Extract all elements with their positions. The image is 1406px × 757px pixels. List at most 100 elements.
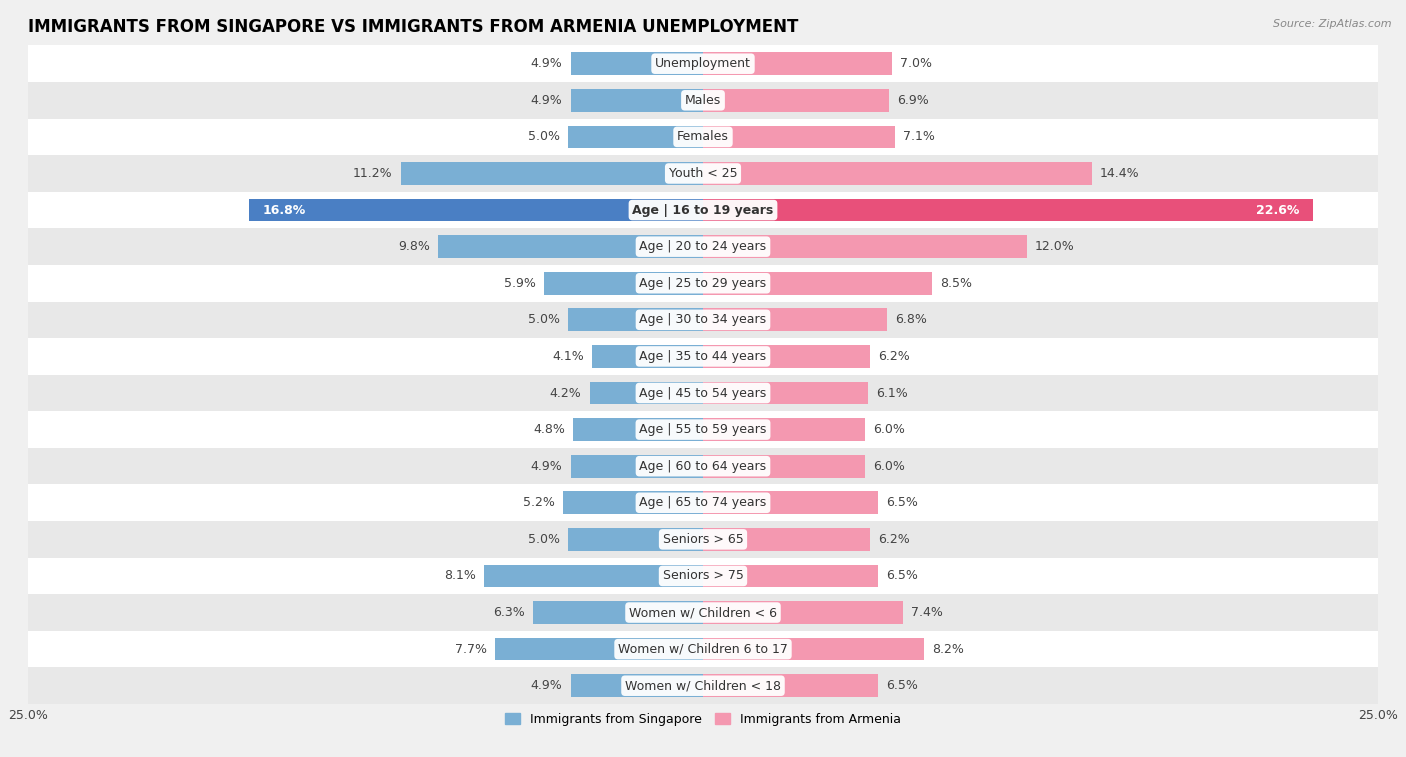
Bar — [703, 638, 924, 660]
Text: 4.1%: 4.1% — [553, 350, 585, 363]
Bar — [28, 668, 1378, 704]
Bar — [703, 601, 903, 624]
Bar — [703, 345, 870, 368]
Bar — [401, 162, 703, 185]
Bar — [703, 491, 879, 514]
Bar — [703, 565, 879, 587]
Bar — [703, 674, 879, 697]
Bar — [703, 235, 1026, 258]
Bar — [562, 491, 703, 514]
Bar — [249, 199, 703, 221]
Bar — [703, 162, 1091, 185]
Bar — [28, 521, 1378, 558]
Text: 5.0%: 5.0% — [527, 533, 560, 546]
Text: 6.9%: 6.9% — [897, 94, 929, 107]
Bar — [28, 265, 1378, 301]
Text: 4.9%: 4.9% — [531, 459, 562, 472]
Text: 4.2%: 4.2% — [550, 387, 582, 400]
Text: 8.2%: 8.2% — [932, 643, 965, 656]
Text: Males: Males — [685, 94, 721, 107]
Text: Source: ZipAtlas.com: Source: ZipAtlas.com — [1274, 19, 1392, 29]
Bar — [703, 528, 870, 550]
Text: 4.9%: 4.9% — [531, 58, 562, 70]
Bar — [439, 235, 703, 258]
Text: 5.0%: 5.0% — [527, 313, 560, 326]
Text: 4.9%: 4.9% — [531, 679, 562, 692]
Text: Age | 16 to 19 years: Age | 16 to 19 years — [633, 204, 773, 217]
Bar — [703, 419, 865, 441]
Text: Women w/ Children < 6: Women w/ Children < 6 — [628, 606, 778, 619]
Text: Youth < 25: Youth < 25 — [669, 167, 737, 180]
Text: 14.4%: 14.4% — [1099, 167, 1139, 180]
Bar — [571, 89, 703, 111]
Text: Age | 35 to 44 years: Age | 35 to 44 years — [640, 350, 766, 363]
Text: Seniors > 65: Seniors > 65 — [662, 533, 744, 546]
Bar — [484, 565, 703, 587]
Text: Seniors > 75: Seniors > 75 — [662, 569, 744, 582]
Bar — [571, 52, 703, 75]
Text: 7.0%: 7.0% — [900, 58, 932, 70]
Text: 12.0%: 12.0% — [1035, 240, 1074, 253]
Text: 6.0%: 6.0% — [873, 423, 905, 436]
Text: 6.1%: 6.1% — [876, 387, 907, 400]
Bar — [589, 382, 703, 404]
Text: 5.0%: 5.0% — [527, 130, 560, 143]
Bar — [28, 558, 1378, 594]
Bar — [703, 52, 891, 75]
Bar — [703, 382, 868, 404]
Text: IMMIGRANTS FROM SINGAPORE VS IMMIGRANTS FROM ARMENIA UNEMPLOYMENT: IMMIGRANTS FROM SINGAPORE VS IMMIGRANTS … — [28, 17, 799, 36]
Text: 6.8%: 6.8% — [894, 313, 927, 326]
Text: Age | 60 to 64 years: Age | 60 to 64 years — [640, 459, 766, 472]
Bar — [28, 155, 1378, 192]
Bar — [568, 309, 703, 331]
Text: 8.5%: 8.5% — [941, 277, 973, 290]
Text: 7.7%: 7.7% — [456, 643, 486, 656]
Text: 5.9%: 5.9% — [503, 277, 536, 290]
Text: 7.4%: 7.4% — [911, 606, 943, 619]
Bar — [571, 455, 703, 478]
Text: 6.0%: 6.0% — [873, 459, 905, 472]
Bar — [703, 126, 894, 148]
Bar — [28, 338, 1378, 375]
Bar — [703, 199, 1313, 221]
Text: Age | 20 to 24 years: Age | 20 to 24 years — [640, 240, 766, 253]
Bar — [703, 272, 932, 294]
Bar — [28, 484, 1378, 521]
Bar — [544, 272, 703, 294]
Text: Unemployment: Unemployment — [655, 58, 751, 70]
Bar — [28, 119, 1378, 155]
Text: 6.2%: 6.2% — [879, 350, 910, 363]
Text: Women w/ Children 6 to 17: Women w/ Children 6 to 17 — [619, 643, 787, 656]
Text: 11.2%: 11.2% — [353, 167, 392, 180]
Text: Age | 25 to 29 years: Age | 25 to 29 years — [640, 277, 766, 290]
Text: 4.8%: 4.8% — [533, 423, 565, 436]
Bar — [703, 455, 865, 478]
Text: 4.9%: 4.9% — [531, 94, 562, 107]
Bar — [28, 375, 1378, 411]
Bar — [28, 45, 1378, 82]
Text: 22.6%: 22.6% — [1256, 204, 1299, 217]
Text: Age | 65 to 74 years: Age | 65 to 74 years — [640, 497, 766, 509]
Bar — [28, 192, 1378, 229]
Bar — [703, 309, 887, 331]
Text: 6.5%: 6.5% — [887, 497, 918, 509]
Text: Females: Females — [678, 130, 728, 143]
Bar — [28, 82, 1378, 119]
Bar — [28, 229, 1378, 265]
Bar — [28, 594, 1378, 631]
Text: Age | 30 to 34 years: Age | 30 to 34 years — [640, 313, 766, 326]
Bar — [703, 89, 889, 111]
Text: 6.5%: 6.5% — [887, 679, 918, 692]
Text: 16.8%: 16.8% — [263, 204, 307, 217]
Bar — [28, 301, 1378, 338]
Text: Age | 55 to 59 years: Age | 55 to 59 years — [640, 423, 766, 436]
Text: 9.8%: 9.8% — [398, 240, 430, 253]
Text: 6.2%: 6.2% — [879, 533, 910, 546]
Bar — [28, 448, 1378, 484]
Legend: Immigrants from Singapore, Immigrants from Armenia: Immigrants from Singapore, Immigrants fr… — [501, 708, 905, 731]
Text: 5.2%: 5.2% — [523, 497, 554, 509]
Bar — [28, 631, 1378, 668]
Text: Age | 45 to 54 years: Age | 45 to 54 years — [640, 387, 766, 400]
Bar — [28, 411, 1378, 448]
Text: 6.3%: 6.3% — [494, 606, 524, 619]
